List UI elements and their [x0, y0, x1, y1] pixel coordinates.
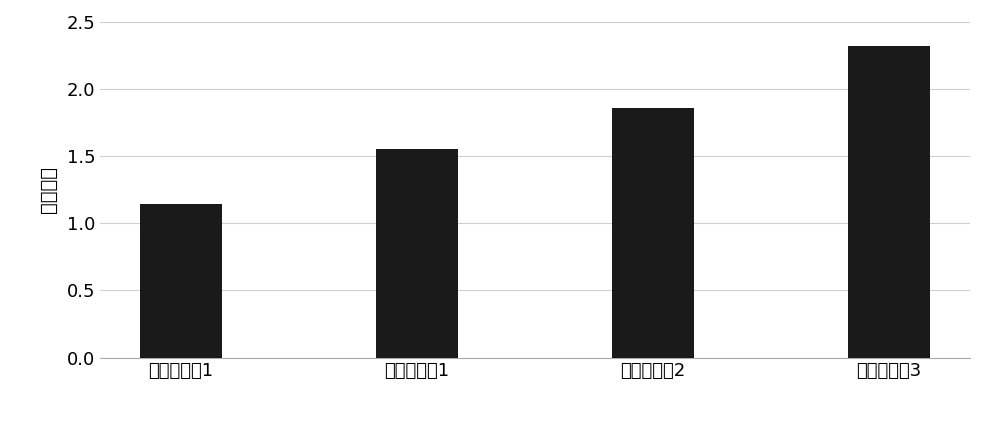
Bar	[612, 108, 694, 358]
Y-axis label: 粘性指标: 粘性指标	[39, 166, 58, 213]
Bar	[848, 46, 930, 358]
Bar	[140, 204, 222, 358]
Bar	[376, 150, 458, 358]
